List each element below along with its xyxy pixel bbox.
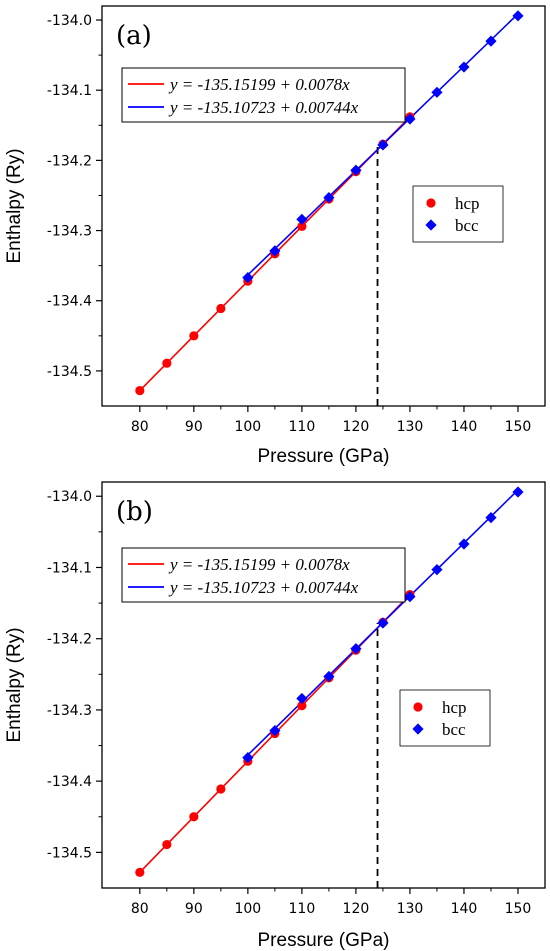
y-tick-label: -134.4: [47, 774, 92, 790]
bcc-point: [431, 86, 443, 98]
hcp-point: [135, 867, 145, 877]
marker-legend-box: [399, 689, 491, 747]
x-tick-label: 90: [185, 419, 203, 435]
hcp-point: [216, 303, 226, 314]
bcc-point: [350, 643, 362, 655]
hcp-point: [162, 839, 172, 850]
chart-panel-b: 80 90 100 110 120 130 140 150 -134.5 -134.4 -134.3…: [4, 481, 546, 951]
bcc-point: [377, 139, 389, 151]
chart-panel-a: 80 90 100 110 120 130 140 150 -134.5 -134.4 -134.3…: [4, 5, 546, 467]
bcc-point: [404, 591, 416, 603]
bcc-point: [269, 245, 281, 257]
hcp-point: [297, 701, 307, 711]
bcc-point: [350, 164, 362, 176]
bcc-point: [458, 538, 470, 550]
bcc-point: [377, 617, 389, 629]
y-tick-label: -134.2: [47, 153, 92, 169]
hcp-legend-label: hcp: [455, 194, 480, 213]
hcp-point: [189, 812, 199, 822]
bcc-point: [458, 61, 470, 73]
bcc-point: [323, 191, 335, 204]
x-axis-label: Pressure (GPa): [258, 446, 390, 467]
fit-legend-box: [121, 67, 406, 123]
bcc-point: [296, 213, 308, 225]
y-tick-label: -134.3: [47, 224, 92, 240]
x-tick-label: 110: [289, 419, 316, 435]
x-tick-label: 150: [505, 901, 532, 917]
y-tick-label: -134.0: [47, 13, 92, 29]
bcc-point: [242, 271, 254, 284]
y-tick-label: -134.0: [47, 489, 92, 505]
x-tick-label: 80: [131, 419, 149, 435]
x-tick-label: 120: [343, 419, 370, 435]
marker-legend-box: [412, 185, 504, 243]
panel-label: (b): [116, 497, 153, 527]
y-tick-label: -134.4: [47, 294, 92, 310]
bcc-point: [404, 113, 416, 125]
y-tick-label: -134.5: [47, 364, 92, 380]
fit-equation: y = -135.15199 + 0.0078x: [168, 555, 350, 574]
x-tick-label: 130: [397, 419, 424, 435]
panel-label: (a): [116, 21, 152, 51]
y-tick-label: -134.1: [47, 83, 92, 99]
x-tick-label: 110: [289, 901, 316, 917]
bcc-legend-label: bcc: [455, 216, 479, 235]
x-tick-label: 130: [397, 901, 424, 917]
hcp-legend-marker: [413, 702, 423, 712]
x-tick-label: 100: [234, 901, 261, 917]
bcc-point: [485, 512, 497, 524]
fit-legend-box: [121, 547, 406, 603]
bcc-point: [269, 724, 281, 737]
y-tick-label: -134.5: [47, 845, 92, 861]
fit-equation: y = -135.10723 + 0.00744x: [168, 98, 359, 117]
marker-legend: hcp bcc: [399, 689, 491, 747]
bcc-point: [431, 564, 443, 576]
bcc-legend-label: bcc: [442, 720, 466, 739]
plot-frame: [101, 481, 546, 889]
x-tick-label: 140: [451, 419, 478, 435]
x-axis-label: Pressure (GPa): [258, 930, 390, 951]
x-tick-label: 100: [234, 419, 261, 435]
y-axis-label: Enthalpy (Ry): [4, 627, 25, 742]
bcc-point: [242, 752, 254, 764]
bcc-legend-marker: [425, 219, 437, 231]
marker-legend: hcp bcc: [412, 185, 504, 243]
bcc-legend-marker: [412, 723, 424, 735]
fit-legend: y = -135.15199 + 0.0078x y = -135.10723 +…: [121, 67, 406, 123]
hcp-point: [162, 358, 172, 368]
bcc-point: [512, 486, 524, 498]
fit-equation: y = -135.10723 + 0.00744x: [168, 578, 359, 597]
x-tick-label: 140: [451, 901, 478, 917]
fit-equation: y = -135.15199 + 0.0078x: [168, 75, 350, 94]
y-axis-label: Enthalpy (Ry): [4, 148, 25, 263]
bcc-point: [485, 35, 497, 47]
hcp-point: [216, 784, 226, 794]
x-tick-label: 90: [185, 901, 203, 917]
x-tick-label: 80: [131, 901, 149, 917]
fit-legend: y = -135.15199 + 0.0078x y = -135.10723 +…: [121, 547, 406, 603]
x-tick-label: 150: [505, 419, 532, 435]
bcc-point: [296, 692, 308, 705]
bcc-point: [512, 10, 524, 22]
y-tick-label: -134.3: [47, 703, 92, 719]
y-tick-label: -134.1: [47, 560, 92, 576]
y-tick-label: -134.2: [47, 632, 92, 648]
plot-frame: [101, 5, 546, 407]
bcc-point: [323, 670, 335, 683]
x-tick-label: 120: [343, 901, 370, 917]
hcp-legend-label: hcp: [442, 698, 467, 717]
hcp-point: [297, 221, 307, 231]
hcp-point: [135, 385, 145, 396]
hcp-legend-marker: [426, 198, 436, 208]
hcp-point: [189, 331, 199, 341]
